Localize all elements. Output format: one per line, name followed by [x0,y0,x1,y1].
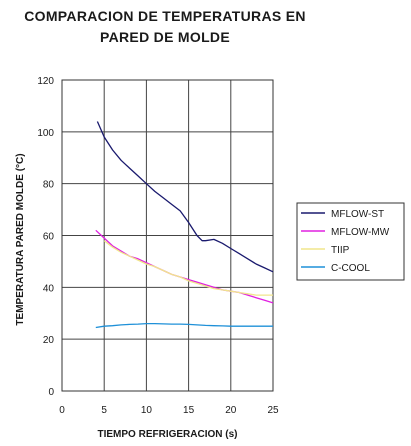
x-tick-label: 20 [225,405,237,416]
x-axis-ticks: 0 5 10 15 20 25 [59,405,279,416]
legend-label: TIIP [331,245,350,256]
x-tick-label: 25 [267,405,279,416]
x-axis-label: TIEMPO REFRIGERACION (s) [97,429,237,440]
y-axis-label: TEMPERATURA PARED MOLDE (°C) [15,153,26,325]
chart-title-line1: COMPARACION DE TEMPERATURAS EN [24,8,306,24]
x-tick-label: 5 [101,405,107,416]
y-tick-label: 120 [37,76,54,87]
chart-title-line2: PARED DE MOLDE [100,29,230,45]
y-tick-label: 40 [43,283,55,294]
series-line-mflow-st [96,121,274,273]
legend-label: MFLOW-ST [331,209,384,220]
series-line-mflow-mw [95,229,274,304]
y-tick-label: 80 [43,180,55,191]
x-tick-label: 10 [141,405,153,416]
legend-label: MFLOW-MW [331,227,390,238]
y-tick-label: 60 [43,232,55,243]
grid-lines [61,79,274,392]
x-tick-label: 0 [59,405,65,416]
x-tick-label: 15 [183,405,195,416]
y-tick-label: 0 [48,387,54,398]
y-axis-ticks: 0 20 40 60 80 100 120 [37,76,54,398]
legend: MFLOW-ST MFLOW-MW TIIP C-COOL [296,202,405,281]
series-line-tiip [103,240,273,296]
series-lines [95,121,274,329]
series-line-c-cool [95,322,273,329]
plot-area-frame [61,79,274,392]
y-tick-label: 100 [37,128,54,139]
y-tick-label: 20 [43,335,55,346]
legend-label: C-COOL [331,263,370,274]
